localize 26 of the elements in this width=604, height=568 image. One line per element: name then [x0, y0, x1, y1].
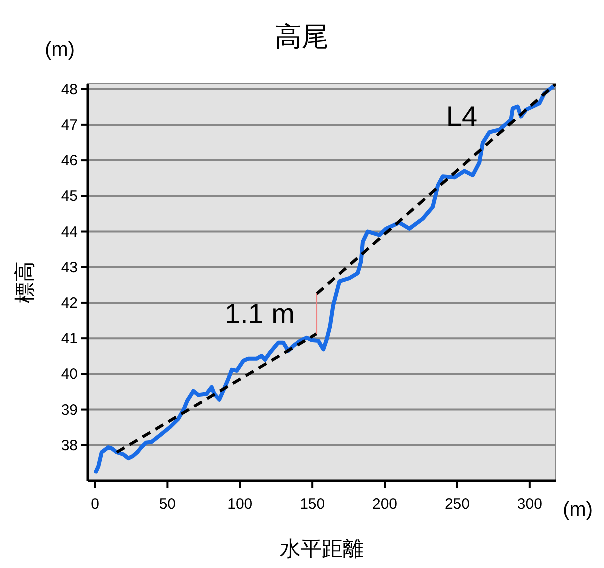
annotation: 1.1 m: [224, 298, 295, 330]
line-series: [94, 85, 555, 474]
x-tick-label: 100: [228, 496, 253, 513]
x-tick-label: 300: [517, 496, 542, 513]
x-tick-label: 150: [300, 496, 326, 513]
text: (m): [45, 39, 75, 61]
x-tick-label: 200: [372, 496, 398, 513]
x-tick-label: 50: [159, 496, 176, 513]
y-tick-label: 48: [61, 81, 78, 98]
y-tick-label: 39: [61, 402, 78, 419]
annotation: L4: [446, 101, 478, 132]
chart-title: 高尾: [275, 22, 329, 52]
x-tick-label: 0: [91, 496, 100, 513]
y-axis-title: 標高: [14, 262, 37, 304]
y-tick-label: 42: [61, 294, 78, 312]
y-tick-label: 47: [61, 116, 78, 134]
y-tick-label: 45: [61, 188, 78, 206]
y-tick-label: 46: [61, 152, 78, 170]
y-tick-label: 43: [61, 259, 78, 276]
y-tick-label: 40: [61, 366, 78, 384]
x-tick-label: 250: [444, 496, 470, 513]
x-axis-title: 水平距離: [280, 538, 364, 561]
y-tick-label: 38: [61, 437, 78, 454]
y-tick-label: 41: [61, 330, 78, 348]
text: (m): [563, 499, 593, 521]
y-tick-label: 44: [61, 224, 78, 241]
